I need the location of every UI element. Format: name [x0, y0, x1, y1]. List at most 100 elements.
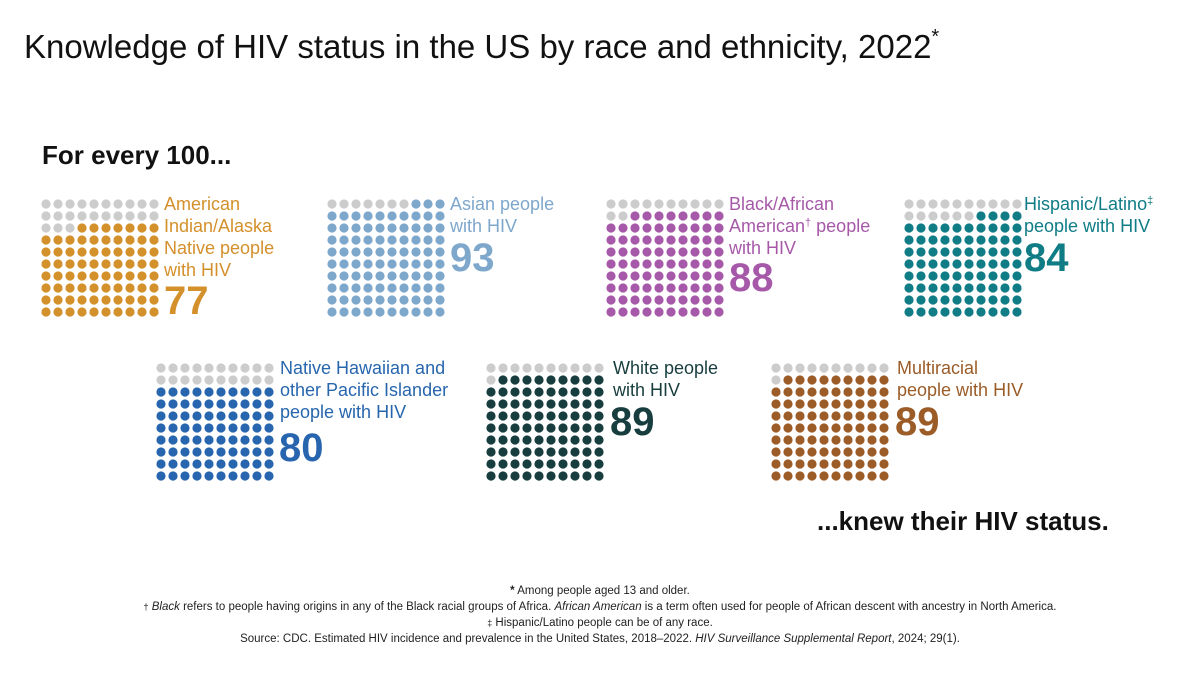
dot-filled: [904, 283, 914, 293]
dot-filled: [831, 459, 841, 469]
dot-filled: [771, 387, 781, 397]
dot-filled: [399, 295, 409, 305]
dot-filled: [867, 411, 877, 421]
dot-filled: [976, 235, 986, 245]
dot-empty: [630, 199, 640, 209]
dot-filled: [976, 271, 986, 281]
dot-filled: [630, 307, 640, 317]
dot-filled: [594, 423, 604, 433]
dot-filled: [180, 447, 190, 457]
group-value: 88: [729, 256, 774, 300]
dot-filled: [654, 247, 664, 257]
dot-filled: [807, 471, 817, 481]
footnote-mark: ‡: [487, 618, 493, 628]
dot-filled: [819, 471, 829, 481]
dot-filled: [204, 471, 214, 481]
dot-filled: [928, 247, 938, 257]
label-line: other Pacific Islander: [280, 380, 449, 400]
dot-empty: [807, 363, 817, 373]
dot-filled: [654, 223, 664, 233]
dot-filled: [702, 247, 712, 257]
dot-empty: [125, 199, 135, 209]
dot-filled: [180, 423, 190, 433]
dot-filled: [702, 307, 712, 317]
dot-filled: [879, 459, 889, 469]
dot-filled: [339, 259, 349, 269]
dot-filled: [180, 411, 190, 421]
dot-filled: [498, 435, 508, 445]
dot-filled: [423, 199, 433, 209]
dot-filled: [41, 307, 51, 317]
dot-empty: [486, 363, 496, 373]
label-line: Black/African: [729, 194, 835, 214]
waffle-grid: [904, 199, 1022, 317]
dot-filled: [831, 399, 841, 409]
dot-filled: [77, 223, 87, 233]
dot-filled: [339, 307, 349, 317]
dot-filled: [879, 471, 889, 481]
dot-filled: [928, 283, 938, 293]
dot-filled: [156, 399, 166, 409]
dot-filled: [1000, 271, 1010, 281]
dot-filled: [714, 235, 724, 245]
dot-filled: [351, 295, 361, 305]
dot-filled: [53, 283, 63, 293]
dot-filled: [113, 307, 123, 317]
dot-filled: [399, 247, 409, 257]
dot-filled: [411, 223, 421, 233]
dot-empty: [952, 211, 962, 221]
dot-filled: [204, 411, 214, 421]
dot-empty: [867, 363, 877, 373]
dot-filled: [240, 459, 250, 469]
dot-filled: [534, 459, 544, 469]
dot-filled: [137, 295, 147, 305]
dot-filled: [654, 307, 664, 317]
dot-filled: [940, 271, 950, 281]
dot-filled: [137, 283, 147, 293]
dot-filled: [192, 411, 202, 421]
dot-filled: [228, 447, 238, 457]
dot-filled: [149, 283, 159, 293]
dot-empty: [252, 375, 262, 385]
dot-empty: [928, 211, 938, 221]
dot-filled: [952, 283, 962, 293]
dot-filled: [642, 247, 652, 257]
dot-filled: [582, 387, 592, 397]
dot-filled: [240, 387, 250, 397]
group-value: 77: [164, 279, 209, 323]
dot-filled: [216, 387, 226, 397]
dot-filled: [654, 271, 664, 281]
dot-filled: [904, 247, 914, 257]
dot-empty: [771, 375, 781, 385]
dot-filled: [714, 259, 724, 269]
dot-filled: [216, 435, 226, 445]
dot-empty: [113, 211, 123, 221]
dot-filled: [1000, 295, 1010, 305]
dot-filled: [137, 247, 147, 257]
closing-text: ...knew their HIV status.: [817, 506, 1109, 536]
dot-empty: [192, 363, 202, 373]
dot-filled: [149, 271, 159, 281]
dot-filled: [1012, 211, 1022, 221]
dot-filled: [252, 459, 262, 469]
dot-filled: [867, 471, 877, 481]
dot-filled: [264, 447, 274, 457]
dot-filled: [399, 211, 409, 221]
dot-filled: [101, 247, 111, 257]
dot-filled: [976, 223, 986, 233]
dot-empty: [351, 199, 361, 209]
dot-filled: [411, 259, 421, 269]
dot-filled: [976, 283, 986, 293]
dot-filled: [606, 223, 616, 233]
dot-filled: [216, 471, 226, 481]
dot-filled: [264, 471, 274, 481]
dot-filled: [522, 471, 532, 481]
dot-filled: [630, 295, 640, 305]
dot-filled: [819, 375, 829, 385]
dot-filled: [204, 459, 214, 469]
dot-filled: [486, 447, 496, 457]
dot-filled: [53, 307, 63, 317]
dot-filled: [867, 435, 877, 445]
dot-filled: [375, 211, 385, 221]
dot-filled: [216, 399, 226, 409]
